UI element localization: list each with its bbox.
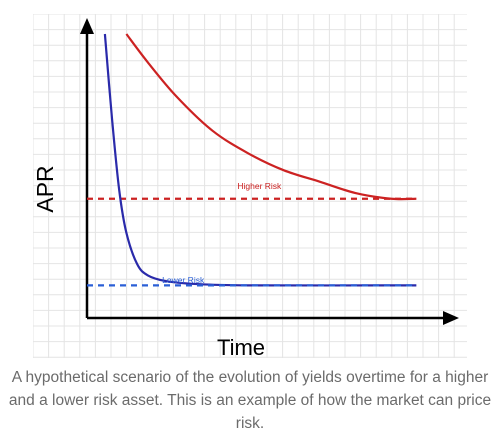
x-axis-arrow xyxy=(443,311,459,325)
series-higher-risk xyxy=(125,33,417,201)
annotation-lower-risk: Lower Risk xyxy=(162,275,205,285)
y-axis-label: APR xyxy=(33,165,58,212)
figure-caption: A hypothetical scenario of the evolution… xyxy=(8,369,492,432)
chart-figure: Higher Risk Lower Risk Time APR xyxy=(33,14,467,358)
y-axis-arrow xyxy=(80,18,94,34)
x-axis-label: Time xyxy=(217,335,265,358)
annotation-higher-risk: Higher Risk xyxy=(237,181,282,191)
chart-svg: Higher Risk Lower Risk Time APR xyxy=(33,14,467,358)
